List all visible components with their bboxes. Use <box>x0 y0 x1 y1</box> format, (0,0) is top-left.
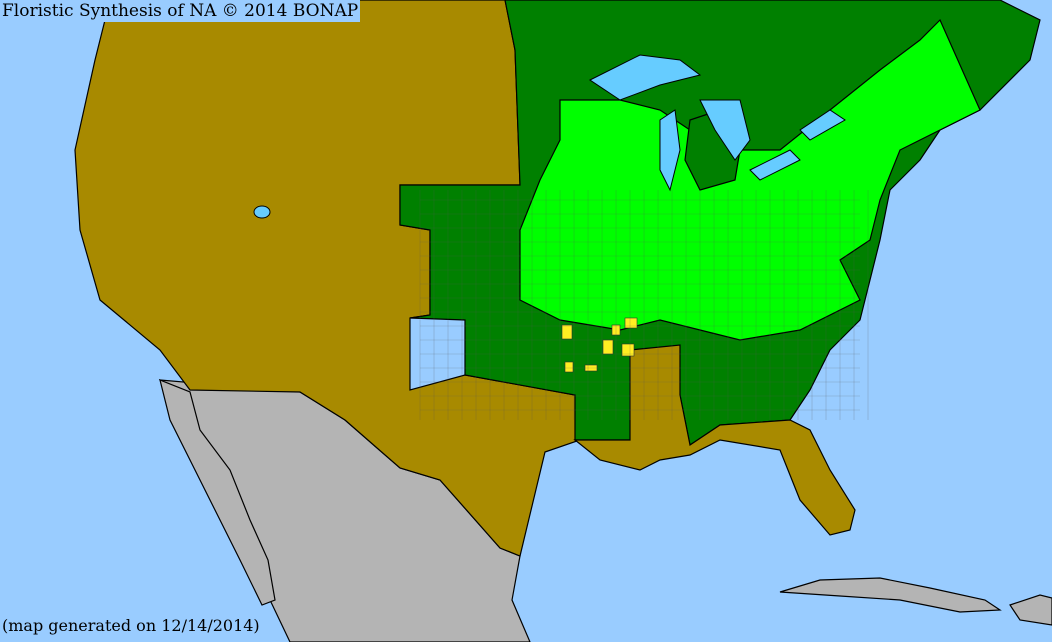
map-generated-date: (map generated on 12/14/2014) <box>2 616 260 635</box>
absent-region-southeast <box>573 344 856 536</box>
rare-counties-arkansas <box>561 317 638 373</box>
county-boundaries <box>419 190 869 420</box>
hispaniola <box>1009 594 1052 626</box>
map-title: Floristic Synthesis of NA © 2014 BONAP <box>0 0 361 22</box>
baja-california <box>159 379 276 606</box>
present-counties-northeast <box>519 18 981 341</box>
cuba <box>779 577 1002 613</box>
great-lakes <box>253 54 846 219</box>
